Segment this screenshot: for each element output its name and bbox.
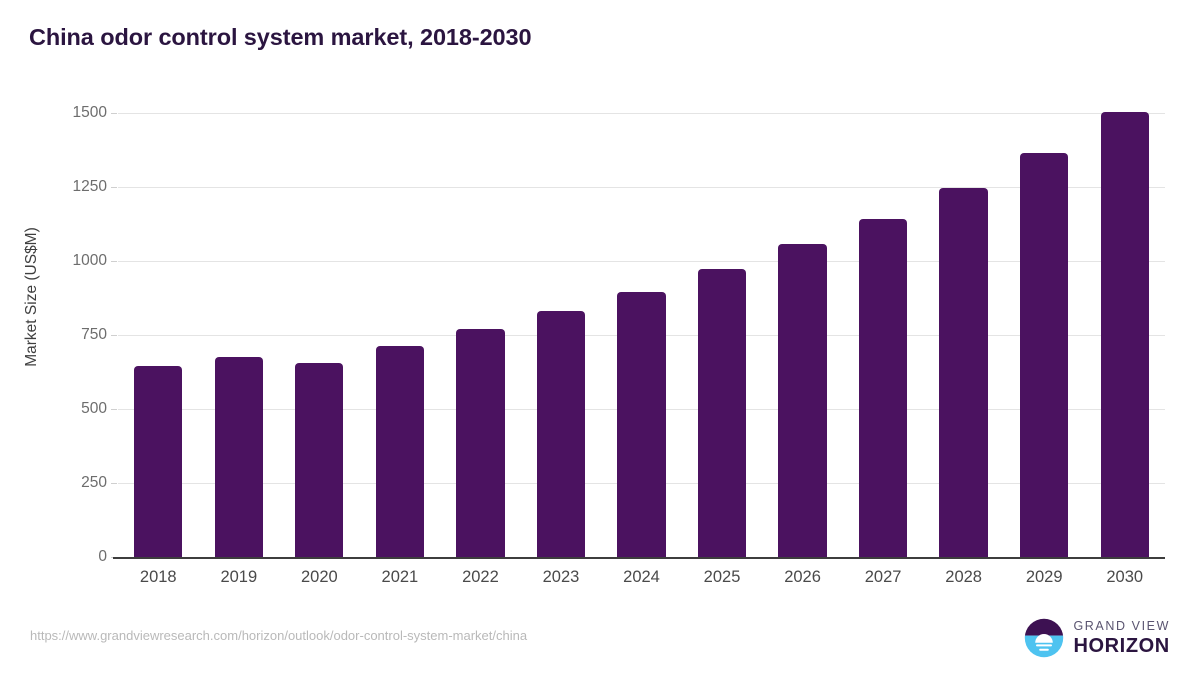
y-axis-tick-labels: 0 250 500 750 1000 1250 1500 xyxy=(0,0,107,675)
source-url-text: https://www.grandviewresearch.com/horizo… xyxy=(30,628,528,643)
x-axis-tick-label: 2021 xyxy=(381,568,419,586)
x-axis-tick-label: 2023 xyxy=(542,568,580,586)
bar[interactable] xyxy=(134,366,183,557)
y-axis-tick-label: 500 xyxy=(81,400,107,417)
bar[interactable] xyxy=(858,218,908,557)
x-axis-tick-label: 2027 xyxy=(864,568,902,586)
x-axis-tick-label: 2028 xyxy=(945,568,982,586)
page-title: China odor control system market, 2018-2… xyxy=(29,24,532,50)
bar[interactable] xyxy=(697,269,747,557)
bar[interactable] xyxy=(617,292,666,557)
y-axis-tick-mark xyxy=(111,113,117,114)
bar[interactable] xyxy=(536,311,586,557)
brand-line-top: GRAND VIEW xyxy=(1073,619,1170,634)
x-axis-tick-label: 2022 xyxy=(462,568,499,586)
y-axis-tick-label: 750 xyxy=(81,326,107,343)
brand-wordmark: GRAND VIEW HORIZON xyxy=(1073,620,1170,656)
bar[interactable] xyxy=(1020,152,1069,557)
x-axis-tick-label: 2025 xyxy=(703,568,741,586)
y-axis-tick-label: 0 xyxy=(98,548,107,565)
bar[interactable] xyxy=(375,346,425,557)
bar[interactable] xyxy=(456,329,505,557)
x-axis-tick-label: 2026 xyxy=(784,568,821,586)
y-axis-tick-mark xyxy=(111,409,117,410)
bar[interactable] xyxy=(295,362,344,557)
brand-line-bottom: HORIZON xyxy=(1073,634,1170,657)
gridline xyxy=(118,187,1165,188)
y-axis-tick-mark xyxy=(111,187,117,188)
horizon-circle-icon xyxy=(1025,618,1064,658)
bar[interactable] xyxy=(1100,111,1149,557)
x-axis-tick-label: 2020 xyxy=(300,568,338,586)
y-axis-tick-label: 250 xyxy=(81,474,107,491)
x-axis-tick-label: 2029 xyxy=(1025,568,1063,586)
x-axis-tick-label: 2024 xyxy=(623,568,660,586)
brand-logo: GRAND VIEW HORIZON xyxy=(1024,618,1170,658)
y-axis-tick-label: 1000 xyxy=(72,252,107,269)
plot-area xyxy=(111,111,1165,558)
bar[interactable] xyxy=(778,244,827,557)
gridline xyxy=(118,113,1165,114)
x-axis-tick-label: 2030 xyxy=(1106,568,1144,586)
bar[interactable] xyxy=(939,187,988,557)
y-axis-tick-mark xyxy=(111,483,117,484)
y-axis-tick-mark xyxy=(111,335,117,336)
x-axis-line xyxy=(113,557,1165,559)
y-axis-tick-label: 1250 xyxy=(72,178,107,195)
y-axis-tick-mark xyxy=(111,261,117,262)
x-axis-tick-label: 2019 xyxy=(220,568,258,586)
y-axis-tick-label: 1500 xyxy=(72,104,107,121)
x-axis-tick-label: 2018 xyxy=(139,568,177,586)
bar[interactable] xyxy=(214,356,263,557)
gridline xyxy=(118,261,1165,262)
